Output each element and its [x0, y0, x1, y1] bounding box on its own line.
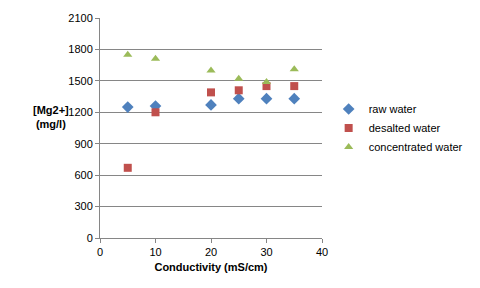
svg-text:2100: 2100 [68, 12, 92, 24]
svg-text:[Mg2+](mg/l): [Mg2+](mg/l) [33, 104, 69, 130]
svg-text:300: 300 [74, 200, 92, 212]
svg-text:0: 0 [87, 232, 93, 244]
svg-text:Conductivity (mS/cm): Conductivity (mS/cm) [154, 261, 267, 273]
svg-text:20: 20 [205, 246, 217, 258]
svg-text:600: 600 [74, 169, 92, 181]
svg-text:raw water: raw water [369, 103, 417, 115]
svg-text:desalted water: desalted water [369, 122, 441, 134]
svg-text:900: 900 [74, 138, 92, 150]
svg-text:1500: 1500 [68, 75, 92, 87]
svg-text:1800: 1800 [68, 43, 92, 55]
svg-text:40: 40 [316, 246, 328, 258]
svg-text:1200: 1200 [68, 106, 92, 118]
svg-text:0: 0 [97, 246, 103, 258]
svg-text:concentrated water: concentrated water [369, 141, 463, 153]
svg-text:10: 10 [149, 246, 161, 258]
svg-text:30: 30 [260, 246, 272, 258]
